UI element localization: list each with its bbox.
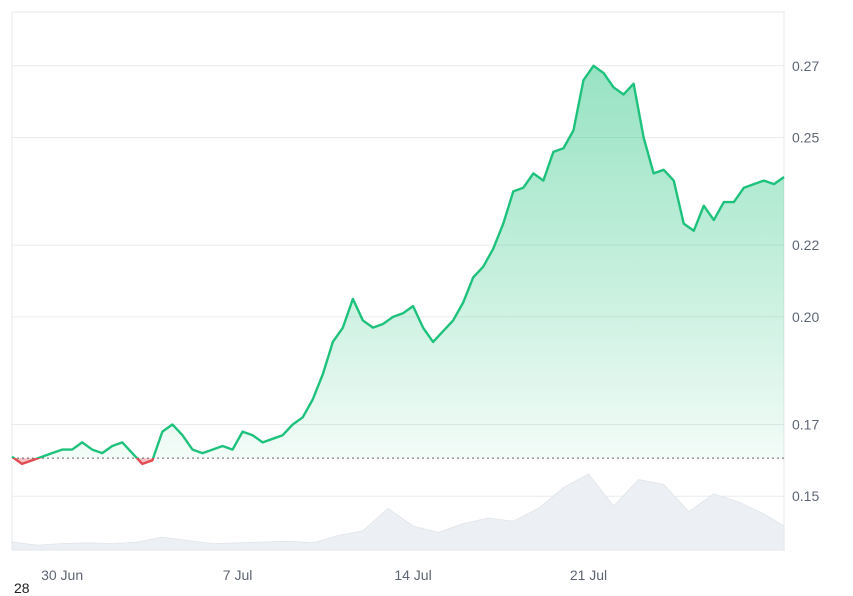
y-tick-label: 0.20 <box>792 309 819 325</box>
volume-shape <box>11 473 785 551</box>
y-tick-label: 0.22 <box>792 237 819 253</box>
y-axis-labels: 0.27 0.25 0.22 0.20 0.17 0.15 <box>792 58 819 504</box>
y-tick-label: 0.27 <box>792 58 819 74</box>
area-below-baseline <box>14 458 154 464</box>
area-fade <box>12 65 784 459</box>
x-tick-label: 7 Jul <box>223 567 253 583</box>
line-below-baseline <box>11 458 155 466</box>
x-tick-label: 14 Jul <box>394 567 431 583</box>
volume-area <box>11 473 785 551</box>
price-area-fill <box>12 65 784 464</box>
x-tick-label: 30 Jun <box>41 567 83 583</box>
price-line <box>11 64 785 466</box>
y-tick-label: 0.25 <box>792 130 819 146</box>
x-tick-label: 21 Jul <box>570 567 607 583</box>
y-tick-label: 0.17 <box>792 416 819 432</box>
line-above-baseline <box>11 64 785 459</box>
stray-label: 28 <box>14 580 30 596</box>
x-axis-labels: 30 Jun 7 Jul 14 Jul 21 Jul <box>41 567 607 583</box>
y-tick-label: 0.15 <box>792 488 819 504</box>
